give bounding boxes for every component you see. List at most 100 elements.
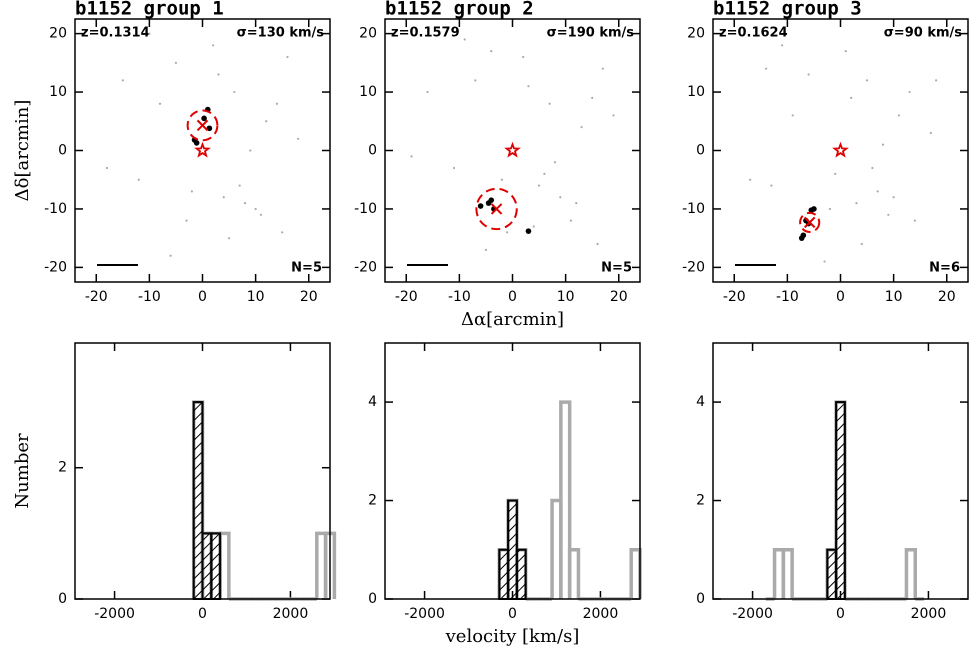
- point: [844, 50, 847, 53]
- point: [887, 213, 890, 216]
- point: [765, 67, 768, 70]
- center-star: [504, 141, 521, 158]
- annotation: z=0.1314: [81, 26, 150, 41]
- frame: [712, 342, 969, 600]
- x-tick-label: 0: [836, 289, 845, 305]
- point: [525, 228, 532, 234]
- annotation: σ=130 km/s: [237, 26, 325, 41]
- annotation: N=5: [601, 261, 632, 276]
- y-tick-label: 0: [696, 143, 705, 159]
- annotation: σ=90 km/s: [884, 26, 963, 41]
- point: [485, 200, 492, 206]
- y-tick-label: 0: [58, 591, 67, 607]
- x-tick-label: 20: [300, 289, 318, 305]
- point: [121, 79, 124, 82]
- group-center: [803, 216, 816, 229]
- point: [506, 231, 509, 234]
- point: [913, 219, 916, 222]
- point: [137, 178, 140, 181]
- x-tick-label: 20: [610, 289, 628, 305]
- y-tick-label: -20: [44, 259, 67, 275]
- point: [212, 44, 215, 47]
- point: [233, 90, 236, 94]
- x-tick-label: -20: [395, 289, 418, 305]
- y-tick-label: 4: [368, 394, 377, 410]
- point: [463, 38, 466, 41]
- point: [834, 172, 837, 175]
- frame: [384, 342, 641, 600]
- frame: [74, 342, 331, 600]
- x-tick-label: -2000: [732, 606, 773, 622]
- point: [193, 140, 200, 146]
- x-tick-label: -2000: [404, 606, 445, 622]
- point: [865, 79, 869, 82]
- point: [522, 55, 525, 59]
- point: [174, 61, 178, 64]
- point: [791, 114, 794, 117]
- y-tick-label: 2: [368, 493, 377, 509]
- point: [860, 242, 863, 246]
- y-tick-label: 10: [359, 84, 377, 100]
- point: [532, 225, 535, 228]
- frame: [74, 18, 331, 283]
- x-tick-label: 10: [885, 289, 903, 305]
- step-bar: [904, 548, 917, 599]
- point: [490, 50, 493, 53]
- frame: [384, 18, 641, 283]
- point: [477, 203, 484, 209]
- x-tick-label: 2000: [273, 606, 309, 622]
- y-tick-label: 2: [696, 493, 705, 509]
- point: [254, 207, 257, 211]
- x-tick-label: 0: [508, 289, 517, 305]
- point: [601, 67, 604, 70]
- point: [222, 196, 225, 199]
- hatched-bar: [192, 401, 204, 601]
- y-tick-label: -10: [354, 201, 377, 217]
- y-tick-label: 2: [58, 460, 67, 476]
- point: [876, 190, 879, 193]
- point: [426, 90, 429, 94]
- annotation: σ=190 km/s: [547, 26, 635, 41]
- y-tick-label: 0: [368, 143, 377, 159]
- point: [500, 178, 503, 181]
- point: [908, 90, 911, 94]
- point: [807, 73, 810, 76]
- x-tick-label: 10: [557, 289, 575, 305]
- y-tick-label: 20: [687, 26, 705, 42]
- annotation: z=0.1579: [391, 26, 460, 41]
- x-tick-label: -2000: [94, 606, 135, 622]
- x-tick-label: 0: [836, 606, 845, 622]
- point: [543, 172, 546, 175]
- y-tick-label: -20: [682, 259, 705, 275]
- y-tick-label: 20: [359, 26, 377, 42]
- point: [527, 85, 530, 88]
- step-bar: [629, 548, 642, 599]
- step-bar: [218, 531, 231, 599]
- step-bar: [559, 400, 572, 599]
- point: [452, 166, 456, 170]
- point: [596, 242, 599, 246]
- y-tick-label: 4: [696, 394, 705, 410]
- panel-title: b1152 group 3: [713, 0, 862, 20]
- hatched-bar: [826, 548, 838, 600]
- y-tick-label: 20: [49, 26, 67, 42]
- point: [929, 131, 932, 135]
- point: [897, 114, 901, 117]
- group-center: [196, 119, 209, 132]
- point: [569, 219, 573, 222]
- y-tick-label: 0: [696, 591, 705, 607]
- point: [217, 73, 220, 76]
- point: [281, 231, 284, 234]
- center-star: [832, 141, 849, 158]
- point: [935, 79, 938, 82]
- point: [780, 44, 784, 47]
- point: [238, 184, 241, 187]
- group-radius: [186, 109, 219, 142]
- point: [855, 202, 858, 205]
- point: [892, 196, 895, 199]
- annotation: N=6: [929, 261, 960, 276]
- center-star: [194, 141, 211, 158]
- point: [227, 237, 231, 240]
- hatched-bar: [507, 499, 518, 600]
- point: [410, 155, 413, 158]
